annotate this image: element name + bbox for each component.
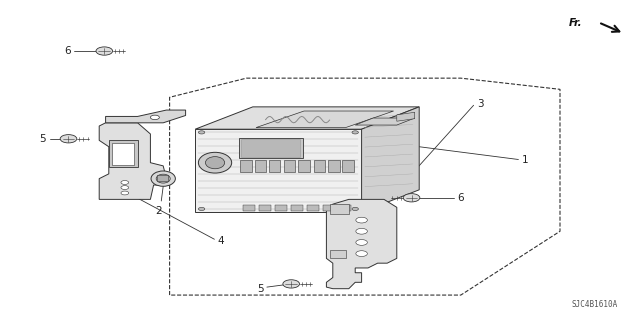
Ellipse shape bbox=[151, 171, 175, 186]
Bar bbox=[275, 205, 287, 211]
Text: 2: 2 bbox=[156, 206, 162, 216]
Text: 5: 5 bbox=[40, 134, 46, 144]
Ellipse shape bbox=[352, 131, 358, 134]
Text: 3: 3 bbox=[477, 99, 483, 109]
Ellipse shape bbox=[283, 280, 300, 288]
Bar bbox=[243, 205, 255, 211]
Text: 1: 1 bbox=[522, 155, 528, 165]
Bar bbox=[269, 160, 280, 172]
Polygon shape bbox=[397, 112, 415, 121]
Ellipse shape bbox=[356, 228, 367, 234]
Ellipse shape bbox=[205, 157, 225, 169]
Bar bbox=[298, 160, 310, 172]
Ellipse shape bbox=[356, 217, 367, 223]
Bar bbox=[259, 205, 271, 211]
Ellipse shape bbox=[198, 207, 205, 211]
Bar bbox=[239, 138, 303, 158]
Ellipse shape bbox=[150, 115, 159, 120]
Polygon shape bbox=[355, 118, 415, 125]
Ellipse shape bbox=[121, 186, 129, 189]
Polygon shape bbox=[112, 143, 134, 165]
Ellipse shape bbox=[356, 240, 367, 245]
Ellipse shape bbox=[198, 131, 205, 134]
Bar bbox=[240, 160, 252, 172]
Bar bbox=[307, 205, 319, 211]
Bar bbox=[342, 160, 354, 172]
Text: 6: 6 bbox=[458, 193, 464, 203]
Ellipse shape bbox=[403, 194, 420, 202]
Text: 6: 6 bbox=[64, 46, 70, 56]
Bar bbox=[330, 250, 346, 258]
Ellipse shape bbox=[60, 135, 77, 143]
Bar bbox=[323, 205, 335, 211]
Text: 5: 5 bbox=[257, 284, 264, 294]
Ellipse shape bbox=[96, 47, 113, 55]
Bar bbox=[255, 160, 266, 172]
Polygon shape bbox=[256, 111, 394, 128]
Polygon shape bbox=[109, 140, 138, 167]
Bar bbox=[330, 204, 349, 214]
Ellipse shape bbox=[121, 181, 129, 184]
Polygon shape bbox=[106, 110, 186, 123]
Polygon shape bbox=[195, 107, 419, 129]
Polygon shape bbox=[326, 199, 397, 289]
Ellipse shape bbox=[356, 251, 367, 256]
Bar bbox=[314, 160, 325, 172]
Bar bbox=[291, 205, 303, 211]
Polygon shape bbox=[362, 107, 419, 212]
Bar bbox=[241, 139, 300, 157]
Text: SJC4B1610A: SJC4B1610A bbox=[572, 300, 618, 309]
Text: 4: 4 bbox=[218, 236, 224, 246]
Ellipse shape bbox=[156, 174, 170, 183]
Polygon shape bbox=[195, 129, 362, 212]
Ellipse shape bbox=[352, 207, 358, 211]
Ellipse shape bbox=[121, 191, 129, 195]
Bar bbox=[339, 205, 351, 211]
Ellipse shape bbox=[198, 152, 232, 173]
Bar bbox=[284, 160, 295, 172]
Bar bbox=[328, 160, 340, 172]
Bar bbox=[157, 175, 168, 181]
Polygon shape bbox=[99, 123, 166, 199]
Text: Fr.: Fr. bbox=[569, 18, 582, 27]
